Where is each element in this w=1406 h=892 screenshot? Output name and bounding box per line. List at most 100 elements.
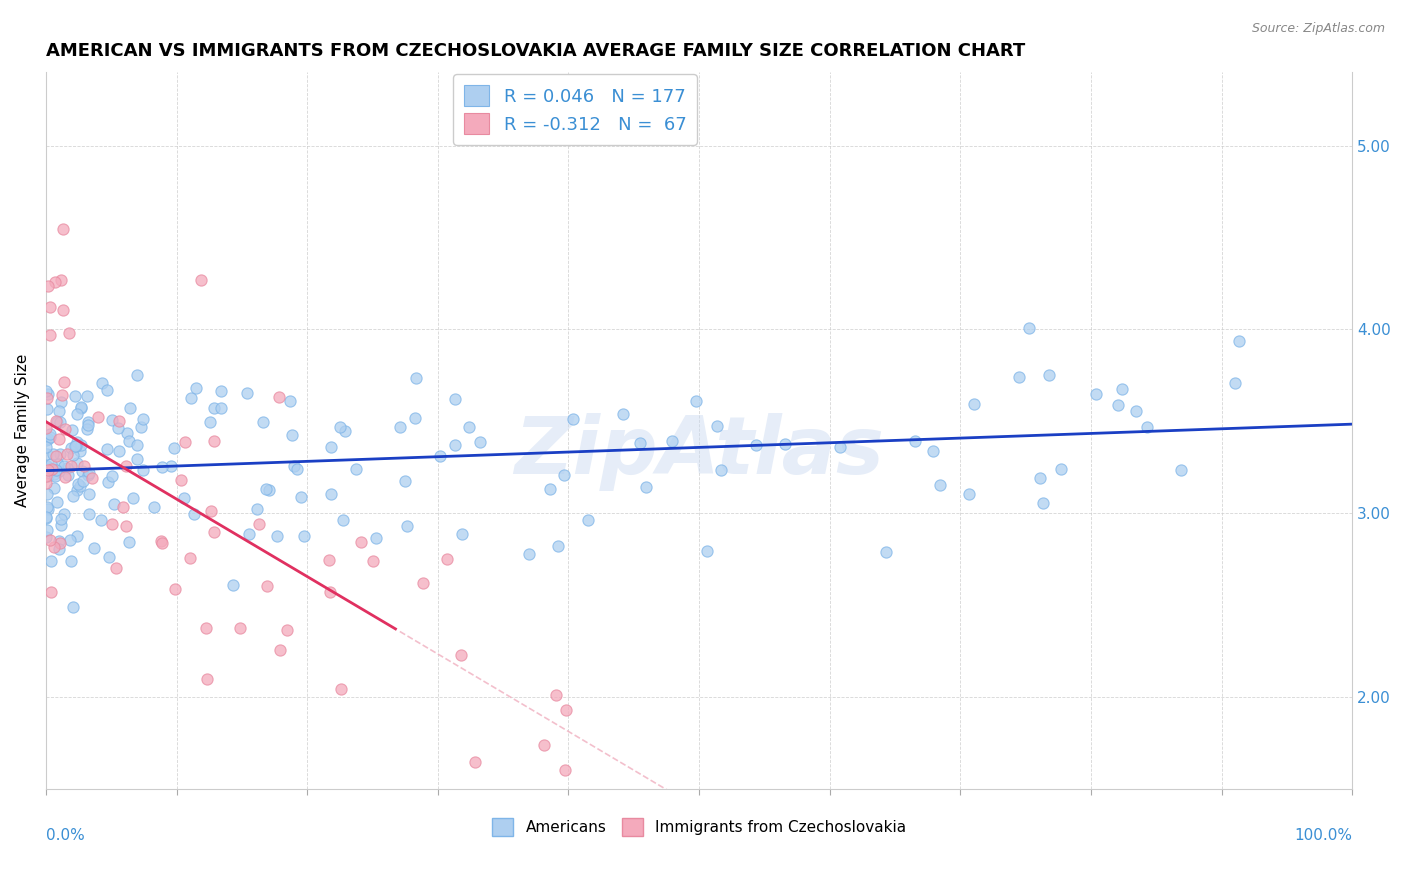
Point [48,432,70,446]
Point [957,486,980,500]
Point [37,469,59,483]
Point [73,459,96,474]
Point [285,462,308,476]
Point [35,421,58,435]
Point [363,554,385,568]
Point [170,474,193,488]
Point [436,552,458,566]
Point [62,599,84,614]
Text: Source: ZipAtlas.com: Source: ZipAtlas.com [1251,22,1385,36]
Point [332,512,354,526]
Point [706,418,728,433]
Point [115,519,138,533]
Point [963,396,986,410]
Point [52,303,75,318]
Y-axis label: Average Family Size: Average Family Size [15,354,30,508]
Point [48,404,70,418]
Point [828,440,851,454]
Point [329,420,352,434]
Point [38,461,60,475]
Point [49,394,72,409]
Point [247,516,270,531]
Point [443,392,465,407]
Point [77,416,100,430]
Point [60,459,83,474]
Point [67,477,90,491]
Point [1136,419,1159,434]
Point [256,578,278,592]
Point [1085,387,1108,401]
Point [202,525,225,540]
Point [83,541,105,556]
Point [1008,369,1031,384]
Point [108,414,131,428]
Point [179,550,201,565]
Point [443,438,465,452]
Point [37,500,59,515]
Point [350,535,373,549]
Point [246,502,269,516]
Point [266,528,288,542]
Point [254,482,277,496]
Point [195,621,218,635]
Point [55,470,77,484]
Point [62,490,84,504]
Point [100,413,122,427]
Text: 100.0%: 100.0% [1295,828,1353,843]
Point [533,738,555,752]
Point [37,386,59,401]
Point [107,421,129,435]
Point [48,447,70,461]
Point [875,544,897,558]
Point [58,326,80,341]
Point [209,384,232,398]
Point [77,418,100,433]
Point [44,469,66,483]
Point [773,437,796,451]
Point [44,481,66,495]
Point [48,541,70,556]
Point [49,517,72,532]
Legend: Americans, Immigrants from Czechoslovakia: Americans, Immigrants from Czechoslovaki… [485,812,912,842]
Point [37,447,59,461]
Point [184,381,207,395]
Point [70,464,93,478]
Point [333,424,356,438]
Point [41,462,63,476]
Point [76,422,98,436]
Point [79,487,101,501]
Point [458,419,481,434]
Point [65,389,87,403]
Point [238,527,260,541]
Point [66,529,89,543]
Point [321,487,343,501]
Point [257,483,280,497]
Point [278,393,301,408]
Point [150,536,173,550]
Point [183,507,205,521]
Point [37,502,59,516]
Point [127,368,149,382]
Point [634,480,657,494]
Point [49,512,72,526]
Point [195,672,218,686]
Point [62,448,84,462]
Point [612,407,634,421]
Point [252,416,274,430]
Point [1038,368,1060,382]
Point [39,585,62,599]
Point [56,467,79,482]
Point [1049,462,1071,476]
Point [65,457,87,471]
Point [45,494,67,508]
Point [450,648,472,663]
Point [229,621,252,635]
Point [59,533,82,548]
Point [35,530,58,544]
Point [53,421,76,435]
Point [280,428,302,442]
Point [70,438,93,452]
Point [269,390,291,404]
Point [49,415,72,429]
Point [929,478,952,492]
